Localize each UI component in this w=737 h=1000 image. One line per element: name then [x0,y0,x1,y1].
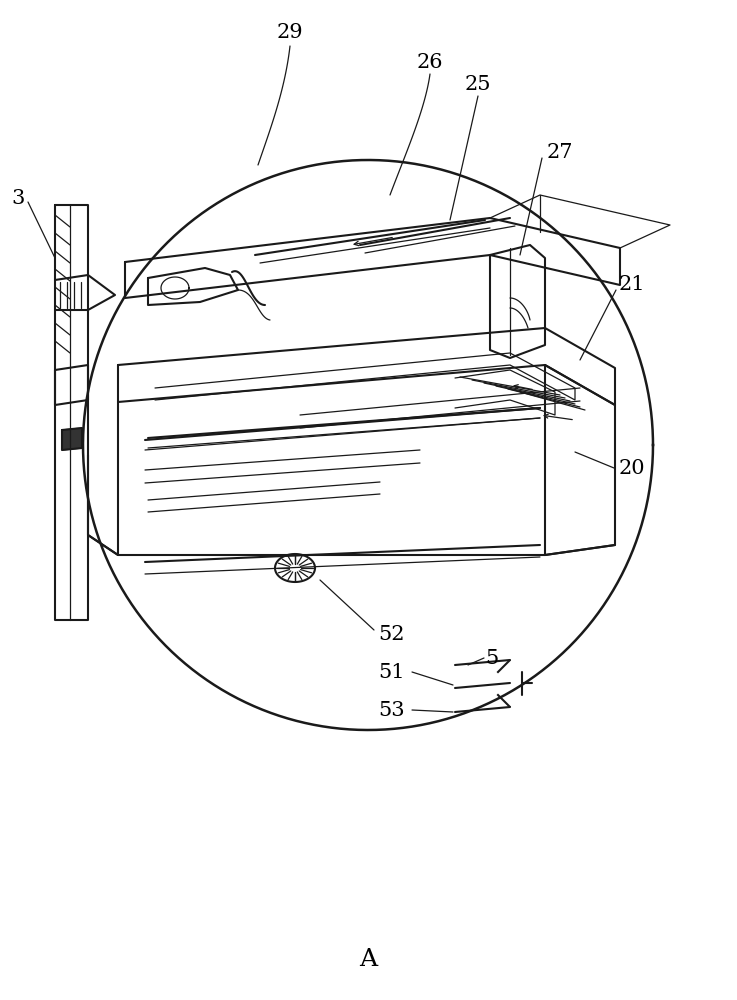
Text: 52: 52 [379,626,405,645]
Text: 25: 25 [465,76,492,95]
Text: 26: 26 [416,52,443,72]
Text: 5: 5 [486,648,499,668]
Text: 20: 20 [618,458,646,478]
Text: 53: 53 [379,700,405,720]
Text: 3: 3 [11,188,24,208]
Text: 27: 27 [547,142,573,161]
Text: 51: 51 [379,662,405,682]
Text: 21: 21 [618,275,646,294]
Text: A: A [359,948,377,972]
Polygon shape [62,428,82,450]
Text: 29: 29 [276,22,304,41]
